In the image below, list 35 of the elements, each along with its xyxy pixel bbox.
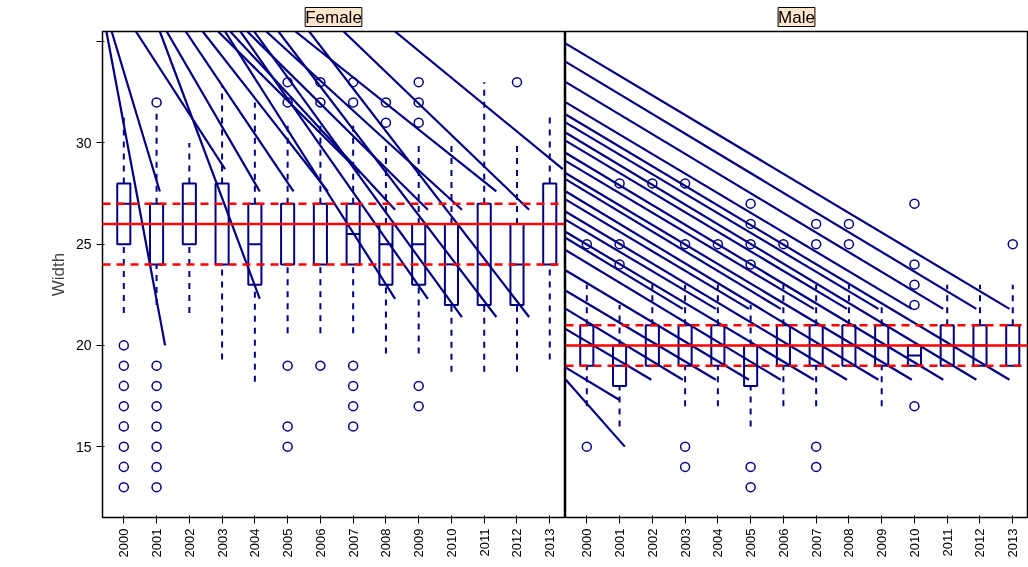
x-tick-label: 2008 bbox=[841, 528, 857, 558]
x-tick-label: 2013 bbox=[1005, 528, 1021, 558]
y-tick-label: 20 bbox=[75, 337, 92, 354]
x-tick-label: 2012 bbox=[509, 528, 525, 558]
x-tick-label: 2004 bbox=[247, 528, 263, 558]
x-tick-label: 2005 bbox=[743, 528, 759, 558]
x-tick-label: 2010 bbox=[906, 528, 922, 558]
x-tick-label: 2011 bbox=[476, 528, 492, 557]
x-tick-label: 2000 bbox=[116, 528, 132, 558]
x-tick-label: 2006 bbox=[775, 528, 791, 558]
x-tick-label: 2007 bbox=[345, 528, 361, 558]
x-tick-label: 2005 bbox=[280, 528, 296, 558]
y-axis-title: Width bbox=[48, 252, 68, 297]
x-tick-label: 2004 bbox=[710, 528, 726, 558]
x-tick-label: 2002 bbox=[181, 528, 197, 558]
x-tick-label: 2006 bbox=[312, 528, 328, 558]
y-tick-label: 25 bbox=[75, 236, 92, 253]
x-tick-label: 2009 bbox=[411, 528, 427, 558]
chart-title: Male bbox=[778, 7, 815, 27]
x-tick-label: 2008 bbox=[378, 528, 394, 558]
x-tick-label: 2003 bbox=[214, 528, 230, 558]
x-tick-label: 2013 bbox=[542, 528, 558, 558]
x-tick-label: 2002 bbox=[644, 528, 660, 558]
x-tick-label: 2009 bbox=[874, 528, 890, 558]
x-tick-label: 2007 bbox=[808, 528, 824, 558]
y-tick-label: 30 bbox=[75, 134, 92, 151]
x-tick-label: 2001 bbox=[612, 528, 628, 558]
chart-title: Female bbox=[305, 7, 362, 27]
x-tick-label: 2012 bbox=[972, 528, 988, 558]
y-tick-label: 15 bbox=[75, 438, 92, 455]
x-tick-label: 2011 bbox=[939, 528, 955, 557]
x-tick-label: 2000 bbox=[579, 528, 595, 558]
x-tick-label: 2003 bbox=[677, 528, 693, 558]
x-tick-label: 2001 bbox=[149, 528, 165, 558]
x-tick-label: 2010 bbox=[443, 528, 459, 558]
